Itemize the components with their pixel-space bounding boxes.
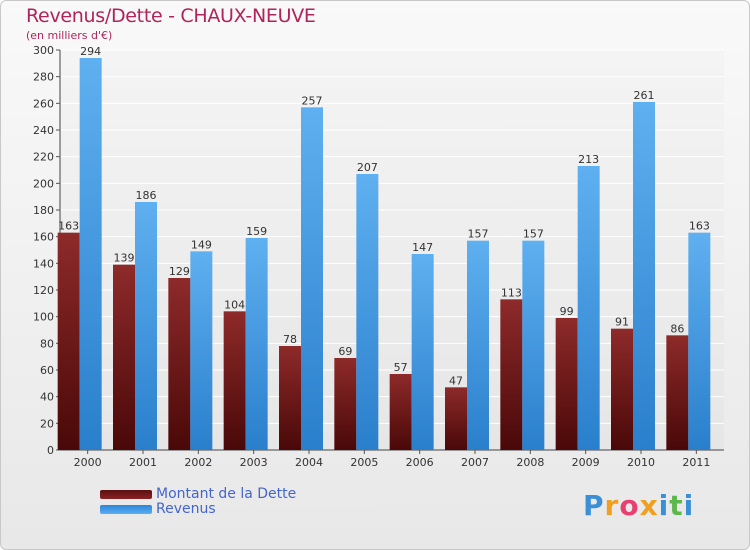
x-tick-label-2002: 2002 (184, 456, 212, 469)
data-label-revenus-2003: 159 (246, 225, 267, 238)
y-tick-label: 160 (33, 231, 54, 244)
logo-letter: i (658, 489, 670, 522)
bar-revenus-2009 (577, 166, 600, 450)
legend-label-dette: Montant de la Dette (156, 486, 297, 502)
logo-letter: P (583, 489, 605, 522)
data-label-dette-2000: 163 (58, 220, 79, 233)
data-label-revenus-2006: 147 (412, 241, 433, 254)
legend-item-dette: Montant de la Dette (100, 486, 297, 502)
y-tick-label: 280 (33, 71, 54, 84)
bar-dette-2005 (334, 358, 357, 450)
bar-dette-2011 (666, 335, 689, 450)
y-tick-label: 120 (33, 284, 54, 297)
data-label-dette-2005: 69 (338, 345, 352, 358)
bar-revenus-2003 (245, 238, 268, 450)
data-label-revenus-2011: 163 (689, 220, 710, 233)
bar-revenus-2005 (356, 174, 379, 450)
data-label-dette-2003: 104 (224, 298, 245, 311)
y-tick-label: 200 (33, 177, 54, 190)
data-label-revenus-2008: 157 (523, 228, 544, 241)
x-tick-label-2003: 2003 (240, 456, 268, 469)
y-tick-label: 40 (40, 391, 54, 404)
x-tick-label-2006: 2006 (406, 456, 434, 469)
x-tick-label-2008: 2008 (516, 456, 544, 469)
data-label-dette-2010: 91 (615, 316, 629, 329)
data-label-dette-2006: 57 (394, 361, 408, 374)
data-label-revenus-2005: 207 (357, 161, 378, 174)
logo-letter: o (619, 489, 640, 522)
bar-revenus-2002 (190, 251, 213, 450)
chart-subtitle: (en milliers d'€) (26, 29, 113, 42)
bar-revenus-2007 (467, 240, 489, 450)
y-tick-label: 140 (33, 257, 54, 270)
y-tick-label: 180 (33, 204, 54, 217)
data-label-revenus-2009: 213 (578, 153, 599, 166)
legend-swatch-revenus (100, 504, 152, 514)
data-label-revenus-2002: 149 (191, 238, 212, 251)
bar-dette-2007 (445, 387, 467, 450)
bar-revenus-2008 (522, 240, 545, 450)
logo-letter: r (604, 489, 620, 522)
data-label-dette-2011: 86 (670, 322, 684, 335)
y-tick-label: 60 (40, 364, 54, 377)
x-tick-label-2005: 2005 (350, 456, 378, 469)
bar-dette-2002 (168, 278, 191, 450)
bar-revenus-2000 (79, 58, 102, 450)
y-tick-label: 20 (40, 417, 54, 430)
bar-dette-2001 (113, 264, 135, 450)
bar-dette-2003 (223, 311, 246, 450)
x-tick-label-2000: 2000 (74, 456, 102, 469)
data-label-dette-2008: 113 (501, 286, 522, 299)
logo-letter: t (669, 489, 684, 522)
y-tick-label: 300 (33, 44, 54, 57)
data-label-revenus-2000: 294 (80, 45, 101, 58)
y-tick-label: 240 (33, 124, 54, 137)
data-label-dette-2002: 129 (169, 265, 190, 278)
bar-dette-2010 (611, 328, 633, 450)
x-tick-label-2001: 2001 (129, 456, 157, 469)
legend-item-revenus: Revenus (100, 501, 216, 517)
data-label-revenus-2010: 261 (634, 89, 655, 102)
data-label-revenus-2001: 186 (136, 189, 157, 202)
data-label-dette-2004: 78 (283, 333, 297, 346)
y-tick-label: 0 (47, 444, 54, 457)
bar-revenus-2001 (135, 202, 157, 450)
x-tick-label-2010: 2010 (627, 456, 655, 469)
x-tick-label-2009: 2009 (572, 456, 600, 469)
bar-revenus-2010 (633, 102, 655, 450)
bar-dette-2009 (555, 318, 578, 450)
x-tick-label-2007: 2007 (461, 456, 489, 469)
bar-revenus-2006 (411, 254, 434, 450)
y-tick-label: 260 (33, 97, 54, 110)
bar-dette-2004 (279, 346, 301, 450)
bar-dette-2008 (500, 299, 523, 450)
bar-dette-2006 (389, 374, 412, 450)
legend-swatch-dette (100, 489, 152, 499)
bar-dette-2000 (57, 232, 80, 450)
x-tick-label-2004: 2004 (295, 456, 323, 469)
bar-revenus-2004 (301, 107, 323, 450)
y-tick-label: 220 (33, 151, 54, 164)
x-tick-label-2011: 2011 (682, 456, 710, 469)
logo-letter: i (683, 489, 695, 522)
proxiti-logo: Proxiti (583, 489, 694, 522)
data-label-dette-2007: 47 (449, 374, 463, 387)
bar-revenus-2011 (688, 232, 711, 450)
legend-label-revenus: Revenus (156, 501, 216, 517)
chart-title: Revenus/Dette - CHAUX-NEUVE (26, 5, 316, 27)
y-tick-label: 100 (33, 311, 54, 324)
data-label-revenus-2007: 157 (468, 228, 489, 241)
y-tick-label: 80 (40, 337, 54, 350)
data-label-dette-2001: 139 (114, 252, 135, 265)
data-label-revenus-2004: 257 (302, 94, 323, 107)
data-label-dette-2009: 99 (560, 305, 574, 318)
logo-letter: x (639, 489, 659, 522)
